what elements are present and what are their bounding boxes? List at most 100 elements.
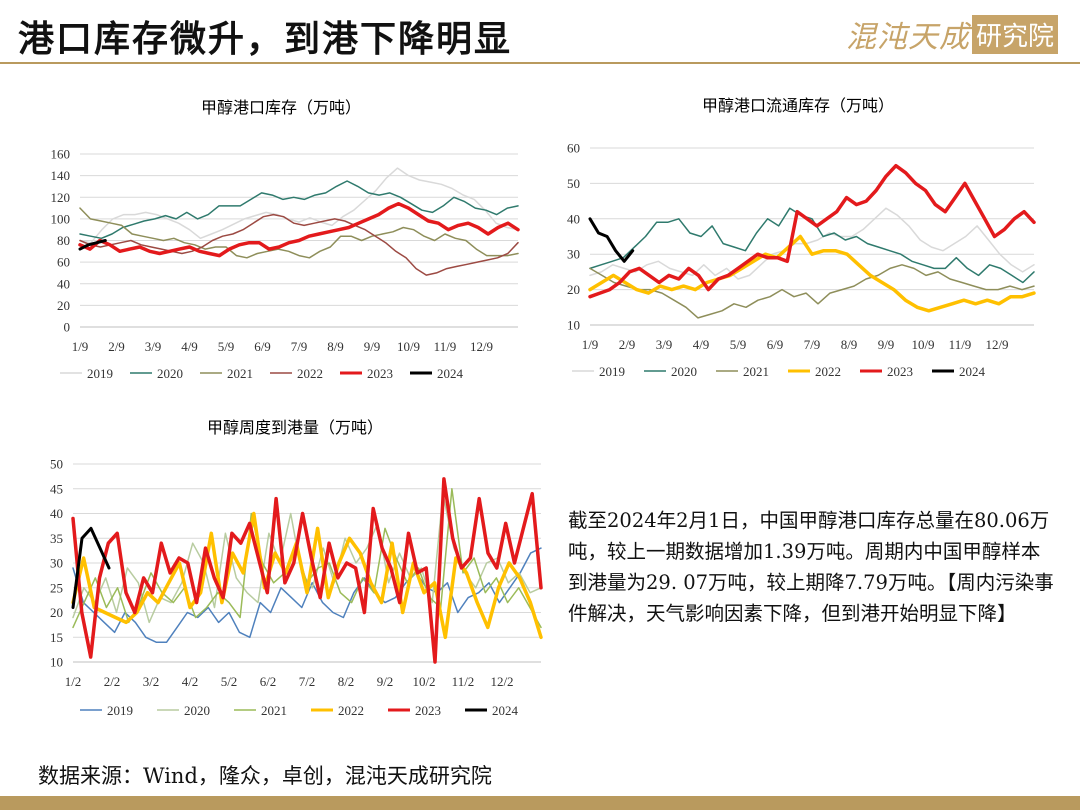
y-tick-label: 45 — [50, 481, 63, 496]
y-tick-label: 30 — [50, 556, 63, 571]
legend-label-2020: 2020 — [157, 366, 183, 381]
x-tick-label: 1/2 — [65, 674, 82, 689]
x-tick-label: 7/9 — [291, 339, 308, 354]
legend-label-2022: 2022 — [338, 703, 364, 718]
y-tick-label: 40 — [567, 211, 580, 226]
legend-label-2021: 2021 — [227, 366, 253, 381]
series-line-2023 — [588, 163, 1036, 299]
chart-2: 甲醇港口流通库存（万吨） 10 20 30 40 50 60 1/9 2/9 3/9 4/9 5/9 6… — [567, 96, 1036, 379]
series-line-2024 — [71, 526, 111, 609]
series-line-2019 — [72, 547, 542, 643]
legend-label-2023: 2023 — [887, 364, 913, 379]
x-tick-label: 12/9 — [470, 339, 493, 354]
y-tick-label: 20 — [50, 605, 63, 620]
legend-label-2024: 2024 — [959, 364, 986, 379]
series-line-2021 — [589, 264, 1035, 319]
y-tick-label: 20 — [567, 282, 580, 297]
y-tick-label: 60 — [57, 255, 70, 270]
title-divider — [0, 62, 1080, 64]
legend-label-2021: 2021 — [261, 703, 287, 718]
chart-title: 甲醇港口流通库存（万吨） — [702, 96, 894, 115]
x-tick-label: 12/2 — [490, 674, 513, 689]
brand-logo: 混沌天成 研究院 — [846, 12, 1058, 56]
x-tick-label: 3/9 — [656, 337, 673, 352]
footer-bar — [0, 796, 1080, 810]
series-line-2021 — [79, 207, 519, 259]
data-source: 数据来源：Wind，隆众，卓创，混沌天成研究院 — [38, 764, 492, 788]
y-tick-label: 10 — [50, 655, 63, 670]
y-tick-label: 0 — [64, 320, 71, 335]
x-tick-label: 6/2 — [260, 674, 277, 689]
y-tick-label: 30 — [567, 247, 580, 262]
legend-label-2023: 2023 — [415, 703, 441, 718]
y-tick-label: 60 — [567, 141, 580, 156]
x-tick-label: 4/9 — [181, 339, 198, 354]
series-line-2023 — [78, 201, 520, 258]
summary-note: 截至2024年2月1日，中国甲醇港口库存总量在80.06万吨，较上一期数据增加1… — [568, 509, 1054, 625]
chart-title: 甲醇港口库存（万吨） — [201, 98, 361, 117]
y-tick-label: 50 — [50, 457, 63, 472]
legend-label-2020: 2020 — [184, 703, 210, 718]
x-tick-label: 7/2 — [299, 674, 316, 689]
chart-title: 甲醇周度到港量（万吨） — [207, 418, 383, 437]
x-tick-label: 1/9 — [582, 337, 599, 352]
x-tick-label: 11/9 — [434, 339, 457, 354]
series-line-2019 — [79, 167, 519, 244]
y-tick-label: 15 — [50, 630, 63, 645]
x-tick-label: 5/2 — [221, 674, 238, 689]
legend-label-2023: 2023 — [367, 366, 393, 381]
x-tick-label: 3/9 — [145, 339, 162, 354]
x-tick-label: 8/9 — [327, 339, 344, 354]
legend-label-2024: 2024 — [492, 703, 519, 718]
x-tick-label: 1/9 — [72, 339, 89, 354]
series-line-2019 — [589, 207, 1035, 280]
legend-label-2021: 2021 — [743, 364, 769, 379]
x-tick-label: 11/9 — [949, 337, 972, 352]
series-line-2024 — [588, 217, 635, 263]
series-line-2024 — [78, 239, 107, 251]
logo-text: 混沌天成 — [845, 20, 970, 55]
y-tick-label: 10 — [567, 318, 580, 333]
x-tick-label: 9/9 — [364, 339, 381, 354]
y-tick-label: 100 — [51, 211, 71, 226]
x-tick-label: 10/9 — [911, 337, 934, 352]
x-tick-label: 9/9 — [878, 337, 895, 352]
x-tick-label: 8/9 — [841, 337, 858, 352]
y-tick-label: 20 — [57, 298, 70, 313]
x-tick-label: 5/9 — [218, 339, 235, 354]
x-tick-label: 3/2 — [143, 674, 160, 689]
y-tick-label: 140 — [51, 168, 71, 183]
x-tick-label: 2/9 — [619, 337, 636, 352]
x-tick-label: 4/9 — [693, 337, 710, 352]
y-tick-label: 120 — [51, 190, 71, 205]
y-tick-label: 50 — [567, 176, 580, 191]
x-tick-label: 6/9 — [254, 339, 271, 354]
y-tick-label: 35 — [50, 531, 63, 546]
legend-label-2020: 2020 — [671, 364, 697, 379]
x-tick-label: 12/9 — [985, 337, 1008, 352]
legend-label-2022: 2022 — [297, 366, 323, 381]
legend-label-2019: 2019 — [87, 366, 113, 381]
y-tick-label: 25 — [50, 580, 63, 595]
series-line-2022 — [588, 234, 1036, 313]
chart-3: 甲醇周度到港量（万吨） 10 15 20 25 30 35 40 45 50 1/2 2/2 3/2 4/… — [50, 418, 543, 718]
x-tick-label: 7/9 — [804, 337, 821, 352]
x-tick-label: 5/9 — [730, 337, 747, 352]
x-tick-label: 2/9 — [108, 339, 125, 354]
legend-label-2019: 2019 — [107, 703, 133, 718]
y-tick-label: 160 — [51, 147, 71, 162]
x-tick-label: 9/2 — [377, 674, 394, 689]
series-line-2020 — [589, 207, 1035, 284]
x-tick-label: 8/2 — [338, 674, 355, 689]
x-tick-label: 10/2 — [412, 674, 435, 689]
series-line-2020 — [79, 180, 519, 240]
y-tick-label: 40 — [50, 506, 63, 521]
series-line-2022 — [79, 213, 519, 276]
x-tick-label: 10/9 — [397, 339, 420, 354]
legend-label-2022: 2022 — [815, 364, 841, 379]
chart-1: 甲醇港口库存（万吨） 0 20 40 60 80 100 120 140 160 1/9 2/9 3/9… — [51, 98, 520, 381]
x-tick-label: 4/2 — [182, 674, 199, 689]
legend-label-2024: 2024 — [437, 366, 464, 381]
x-tick-label: 2/2 — [104, 674, 121, 689]
